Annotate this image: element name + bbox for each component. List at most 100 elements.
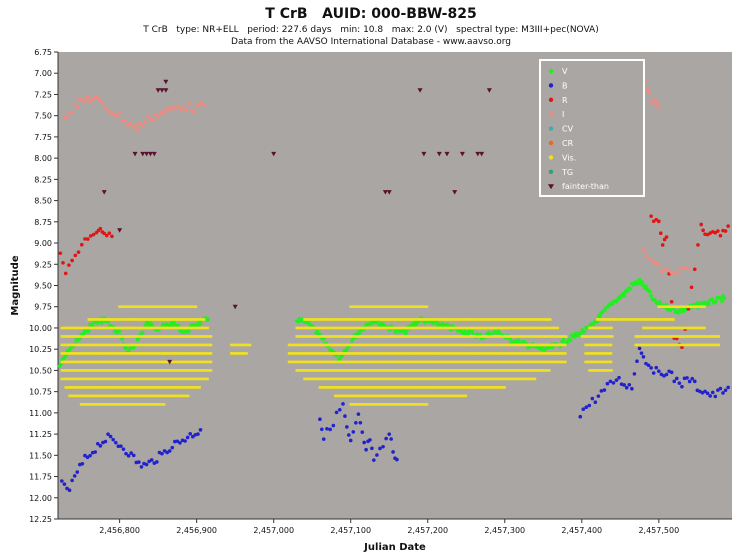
- point-b: [646, 363, 651, 368]
- point-vis: [79, 343, 82, 347]
- point-vis: [649, 335, 653, 338]
- point-vis: [423, 360, 426, 364]
- point-vis: [340, 377, 344, 381]
- point-vis: [514, 360, 518, 364]
- point-b: [95, 441, 100, 446]
- point-vis: [370, 343, 374, 347]
- point-vis: [459, 386, 462, 389]
- point-vis: [336, 335, 339, 338]
- point-vis: [93, 394, 97, 398]
- point-vis: [121, 305, 125, 309]
- point-vis: [452, 318, 455, 321]
- point-vis: [439, 326, 443, 330]
- point-vis: [685, 335, 688, 338]
- point-b: [139, 465, 144, 469]
- point-vis: [414, 343, 418, 347]
- point-vis: [314, 360, 318, 364]
- point-vis: [608, 326, 612, 330]
- point-vis: [499, 343, 503, 347]
- point-vis: [119, 343, 123, 347]
- point-vis: [601, 360, 604, 364]
- point-vis: [121, 360, 125, 364]
- point-vis: [482, 352, 486, 355]
- point-b: [627, 382, 632, 387]
- point-vis: [308, 377, 311, 381]
- point-vis: [117, 403, 120, 406]
- point-vis: [245, 352, 248, 355]
- point-vis: [373, 335, 377, 338]
- point-vis: [118, 305, 121, 309]
- point-vis: [128, 403, 132, 406]
- point-vis: [67, 335, 70, 338]
- point-vis: [375, 343, 379, 347]
- point-vis: [104, 369, 108, 372]
- point-vis: [119, 377, 123, 381]
- point-vis: [184, 326, 187, 330]
- point-vis: [659, 335, 663, 338]
- point-b: [65, 486, 69, 491]
- point-vis: [88, 394, 92, 398]
- point-vis: [118, 386, 122, 389]
- point-vis: [435, 394, 439, 398]
- point-vis: [163, 343, 167, 347]
- point-vis: [477, 386, 481, 389]
- point-vis: [343, 343, 347, 347]
- point-vis: [459, 318, 462, 321]
- point-vis: [427, 386, 430, 389]
- point-vis: [453, 360, 457, 364]
- point-vis: [681, 335, 685, 338]
- point-vis: [546, 326, 549, 330]
- point-vis: [370, 318, 374, 321]
- y-tick-label: 10.00: [29, 324, 52, 333]
- point-vis: [442, 369, 446, 372]
- point-vis: [697, 335, 700, 338]
- point-vis: [96, 369, 99, 372]
- point-vis: [550, 352, 554, 355]
- point-vis: [160, 360, 164, 364]
- point-vis: [530, 377, 533, 381]
- point-vis: [453, 352, 457, 355]
- legend-label: V: [562, 67, 568, 76]
- point-vis: [177, 305, 181, 309]
- point-vis: [644, 335, 648, 338]
- point-vis: [405, 403, 408, 406]
- point-vis: [376, 403, 380, 406]
- point-vis: [184, 352, 187, 355]
- point-vis: [160, 335, 164, 338]
- point-vis: [608, 360, 611, 364]
- point-vis: [470, 369, 473, 372]
- point-vis: [450, 318, 454, 321]
- point-vis: [362, 343, 365, 347]
- point-vis: [60, 326, 64, 330]
- point-vis: [386, 386, 389, 389]
- point-vis: [92, 377, 96, 381]
- point-vis: [509, 343, 513, 347]
- point-vis: [674, 326, 677, 330]
- point-v: [434, 319, 439, 324]
- point-vis: [376, 386, 379, 389]
- point-vis: [483, 335, 487, 338]
- point-vis: [130, 360, 133, 364]
- point-vis: [110, 403, 113, 406]
- point-vis: [408, 386, 412, 389]
- point-vis: [87, 352, 91, 355]
- point-vis: [138, 318, 141, 321]
- point-vis: [693, 305, 696, 309]
- point-vis: [408, 352, 411, 355]
- point-vis: [379, 386, 383, 389]
- point-r: [696, 243, 700, 247]
- point-vis: [243, 343, 247, 347]
- point-vis: [438, 386, 442, 389]
- point-vis: [350, 352, 354, 355]
- point-vis: [85, 394, 88, 398]
- point-vis: [537, 326, 541, 330]
- point-vis: [379, 343, 382, 347]
- point-b: [103, 439, 108, 444]
- point-vis: [146, 318, 150, 321]
- point-vis: [471, 335, 475, 338]
- point-fainter-than: [163, 88, 169, 93]
- point-vis: [551, 335, 554, 338]
- point-vis: [421, 386, 425, 389]
- point-vis: [325, 343, 328, 347]
